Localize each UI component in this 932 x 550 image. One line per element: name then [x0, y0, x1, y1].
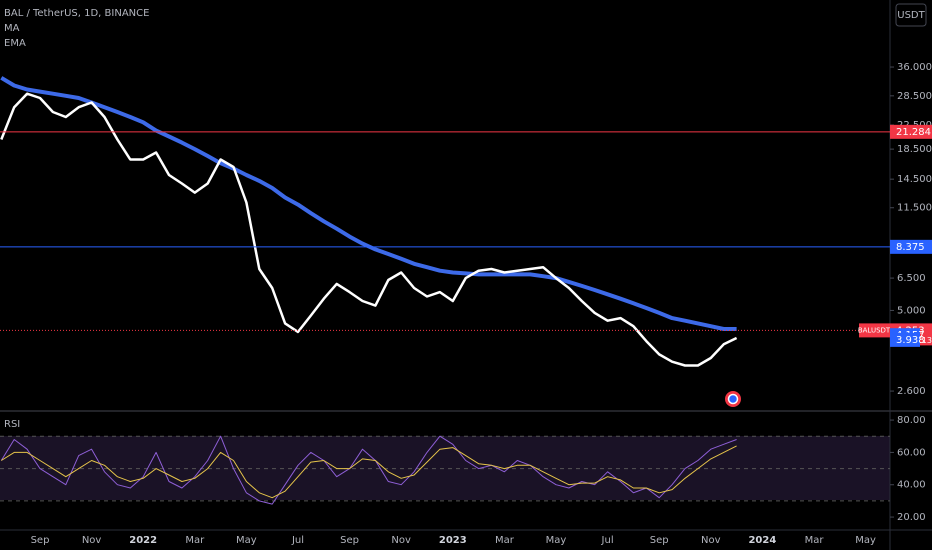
y-tick-label: 36.000	[897, 62, 932, 73]
x-tick-label: 2024	[748, 535, 776, 546]
currency-button-label[interactable]: USDT	[897, 10, 925, 21]
rsi-band	[0, 436, 890, 500]
price-mark	[890, 332, 920, 347]
y-tick-label: 28.500	[897, 91, 932, 102]
x-tick-label: May	[546, 535, 567, 546]
chart-title: BAL / TetherUS, 1D, BINANCE	[4, 8, 149, 19]
x-tick-label: May	[236, 535, 257, 546]
series-line	[1, 445, 737, 499]
x-tick-label: Nov	[391, 535, 411, 546]
x-tick-label: Nov	[82, 535, 102, 546]
x-tick-label: Jul	[291, 535, 304, 546]
y-tick-label: 5.000	[897, 305, 926, 316]
y-tick-label: 18.500	[897, 144, 932, 155]
price-tag-label: 8.375	[896, 242, 925, 253]
y-tick-label: 11.500	[897, 203, 932, 214]
y-tick-label: 20.00	[897, 512, 926, 523]
x-tick-label: Sep	[650, 535, 669, 546]
y-tick-label: 60.00	[897, 447, 926, 458]
x-tick-label: 2022	[129, 535, 157, 546]
event-icon-inner	[727, 393, 739, 405]
y-tick-label: 80.00	[897, 415, 926, 426]
x-tick-label: May	[855, 535, 876, 546]
series-line	[0, 435, 737, 505]
rsi-title: RSI	[4, 419, 20, 430]
x-tick-label: Nov	[701, 535, 721, 546]
x-tick-label: Jul	[601, 535, 614, 546]
symbol-tag	[859, 323, 890, 338]
x-tick-label: Mar	[185, 535, 205, 546]
series-line	[0, 92, 738, 367]
x-tick-label: Sep	[31, 535, 50, 546]
price-mark-label: 3.938	[896, 335, 925, 346]
x-tick-label: 2023	[439, 535, 467, 546]
price-tag	[890, 239, 932, 254]
y-tick-label: 40.00	[897, 480, 926, 491]
legend-ema: EMA	[4, 38, 26, 49]
y-tick-label: 14.500	[897, 174, 932, 185]
y-tick-label: 6.500	[897, 273, 926, 284]
price-tag-label: 21.284	[896, 127, 931, 138]
x-tick-label: Sep	[340, 535, 359, 546]
y-tick-label: 2.600	[897, 386, 926, 397]
x-tick-label: Mar	[495, 535, 515, 546]
x-tick-label: Mar	[805, 535, 825, 546]
legend-ma: MA	[4, 23, 20, 34]
currency-button[interactable]	[895, 3, 927, 27]
price-tag	[890, 124, 932, 139]
symbol-tag-label: BALUSDT	[858, 326, 891, 334]
